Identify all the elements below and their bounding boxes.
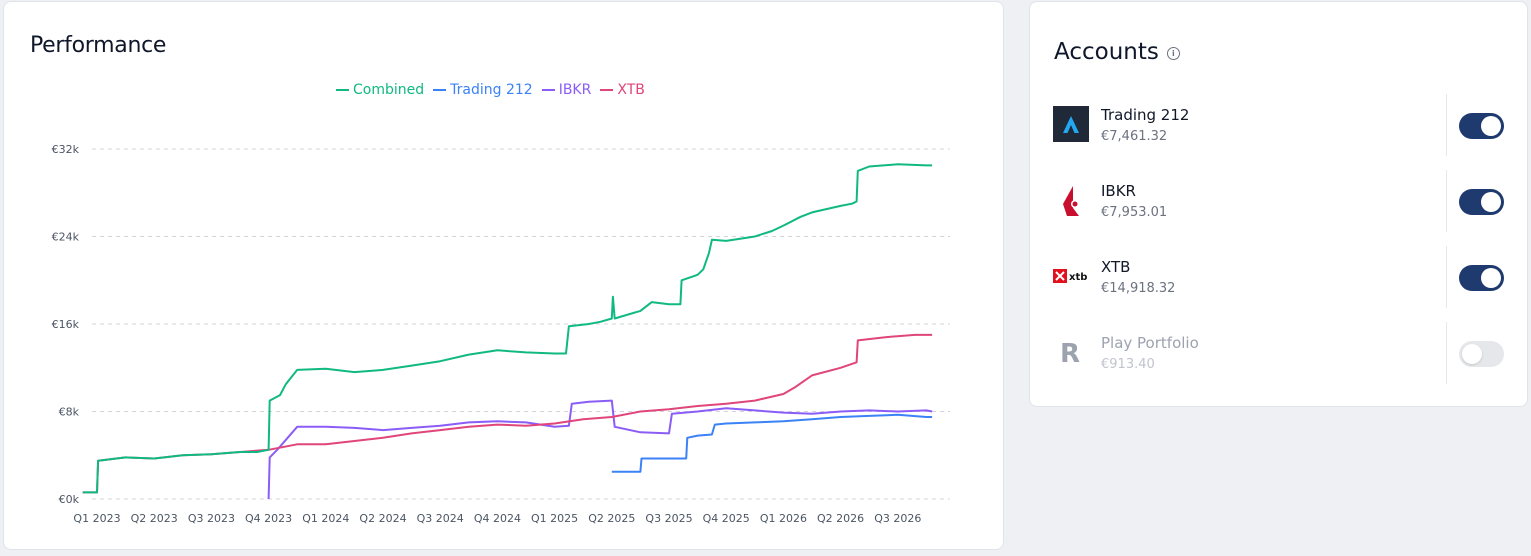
performance-title: Performance bbox=[30, 33, 167, 58]
account-value: €7,953.01 bbox=[1101, 205, 1168, 220]
series-line-ibkr[interactable] bbox=[267, 399, 933, 500]
toggle-knob bbox=[1462, 344, 1482, 364]
divider bbox=[1446, 170, 1447, 232]
y-tick-label: €8k bbox=[59, 406, 80, 419]
x-tick-label: Q2 2025 bbox=[588, 512, 635, 525]
account-row-trading212: Trading 212 €7,461.32 bbox=[1030, 94, 1529, 172]
x-tick-label: Q1 2024 bbox=[302, 512, 349, 525]
x-tick-label: Q4 2024 bbox=[474, 512, 521, 525]
account-row-play-portfolio: R Play Portfolio €913.40 bbox=[1030, 322, 1529, 400]
info-icon[interactable]: i bbox=[1166, 46, 1180, 60]
x-tick-label: Q3 2023 bbox=[188, 512, 235, 525]
x-tick-label: Q1 2025 bbox=[531, 512, 578, 525]
performance-card: Performance Combined Trading 212 IBKR XT… bbox=[3, 1, 1004, 550]
divider bbox=[1446, 246, 1447, 308]
account-name: Play Portfolio bbox=[1101, 334, 1199, 352]
account-value: €14,918.32 bbox=[1101, 281, 1176, 296]
x-tick-label: Q4 2023 bbox=[245, 512, 292, 525]
toggle-knob bbox=[1481, 268, 1501, 288]
legend-label-trading212: Trading 212 bbox=[450, 82, 533, 98]
x-tick-label: Q2 2026 bbox=[817, 512, 864, 525]
account-row-xtb: xtb XTB €14,918.32 bbox=[1030, 246, 1529, 324]
revolut-logo: R bbox=[1053, 334, 1089, 370]
svg-text:xtb: xtb bbox=[1069, 272, 1087, 283]
account-value: €7,461.32 bbox=[1101, 129, 1168, 144]
y-tick-label: €0k bbox=[59, 493, 80, 506]
accounts-title: Accounts bbox=[1054, 39, 1159, 65]
legend-swatch-xtb bbox=[600, 89, 614, 91]
x-tick-label: Q2 2023 bbox=[131, 512, 178, 525]
x-tick-label: Q3 2025 bbox=[645, 512, 692, 525]
divider bbox=[1446, 322, 1447, 384]
performance-chart[interactable]: €0k €8k €16k €24k €32k Q1 2023 Q2 2023 Q3 2023 Q… bbox=[4, 2, 1005, 551]
account-name: IBKR bbox=[1101, 182, 1136, 200]
accounts-title-row: Accounts i bbox=[1054, 39, 1180, 65]
account-value: €913.40 bbox=[1101, 357, 1155, 372]
account-row-ibkr: IBKR €7,953.01 bbox=[1030, 170, 1529, 248]
trading212-logo bbox=[1053, 106, 1089, 142]
accounts-card: Accounts i Trading 212 €7,461.32 IBKR €7… bbox=[1029, 1, 1528, 407]
legend-label-combined: Combined bbox=[353, 82, 425, 98]
x-tick-label: Q2 2024 bbox=[359, 512, 406, 525]
account-toggle-xtb[interactable] bbox=[1459, 265, 1504, 291]
account-toggle-ibkr[interactable] bbox=[1459, 189, 1504, 215]
y-tick-label: €32k bbox=[52, 143, 80, 156]
legend-swatch-ibkr bbox=[541, 89, 555, 91]
toggle-knob bbox=[1481, 116, 1501, 136]
account-name: XTB bbox=[1101, 258, 1131, 276]
xtb-logo: xtb bbox=[1053, 258, 1089, 294]
legend-swatch-trading212 bbox=[433, 89, 447, 91]
series-line-trading-212[interactable] bbox=[611, 413, 933, 473]
legend-swatch-combined bbox=[336, 89, 349, 91]
x-tick-label: Q4 2025 bbox=[703, 512, 750, 525]
x-tick-label: Q1 2026 bbox=[760, 512, 807, 525]
y-tick-label: €24k bbox=[52, 231, 80, 244]
x-tick-label: Q3 2026 bbox=[874, 512, 921, 525]
toggle-knob bbox=[1481, 192, 1501, 212]
x-tick-label: Q3 2024 bbox=[417, 512, 464, 525]
legend-item-ibkr[interactable]: IBKR bbox=[541, 82, 592, 98]
legend-item-trading212[interactable]: Trading 212 bbox=[433, 82, 533, 98]
chart-legend: Combined Trading 212 IBKR XTB bbox=[336, 82, 645, 98]
account-toggle-trading212[interactable] bbox=[1459, 113, 1504, 139]
legend-label-xtb: XTB bbox=[617, 82, 645, 98]
series-line-combined[interactable] bbox=[82, 163, 933, 494]
svg-text:R: R bbox=[1060, 339, 1080, 369]
y-tick-label: €16k bbox=[52, 318, 80, 331]
legend-item-combined[interactable]: Combined bbox=[336, 82, 424, 98]
divider bbox=[1446, 94, 1447, 156]
account-name: Trading 212 bbox=[1101, 106, 1190, 124]
ibkr-logo bbox=[1053, 182, 1089, 218]
x-tick-label: Q1 2023 bbox=[73, 512, 120, 525]
legend-label-ibkr: IBKR bbox=[558, 82, 592, 98]
account-toggle-play-portfolio[interactable] bbox=[1459, 341, 1504, 367]
legend-item-xtb[interactable]: XTB bbox=[600, 82, 645, 98]
